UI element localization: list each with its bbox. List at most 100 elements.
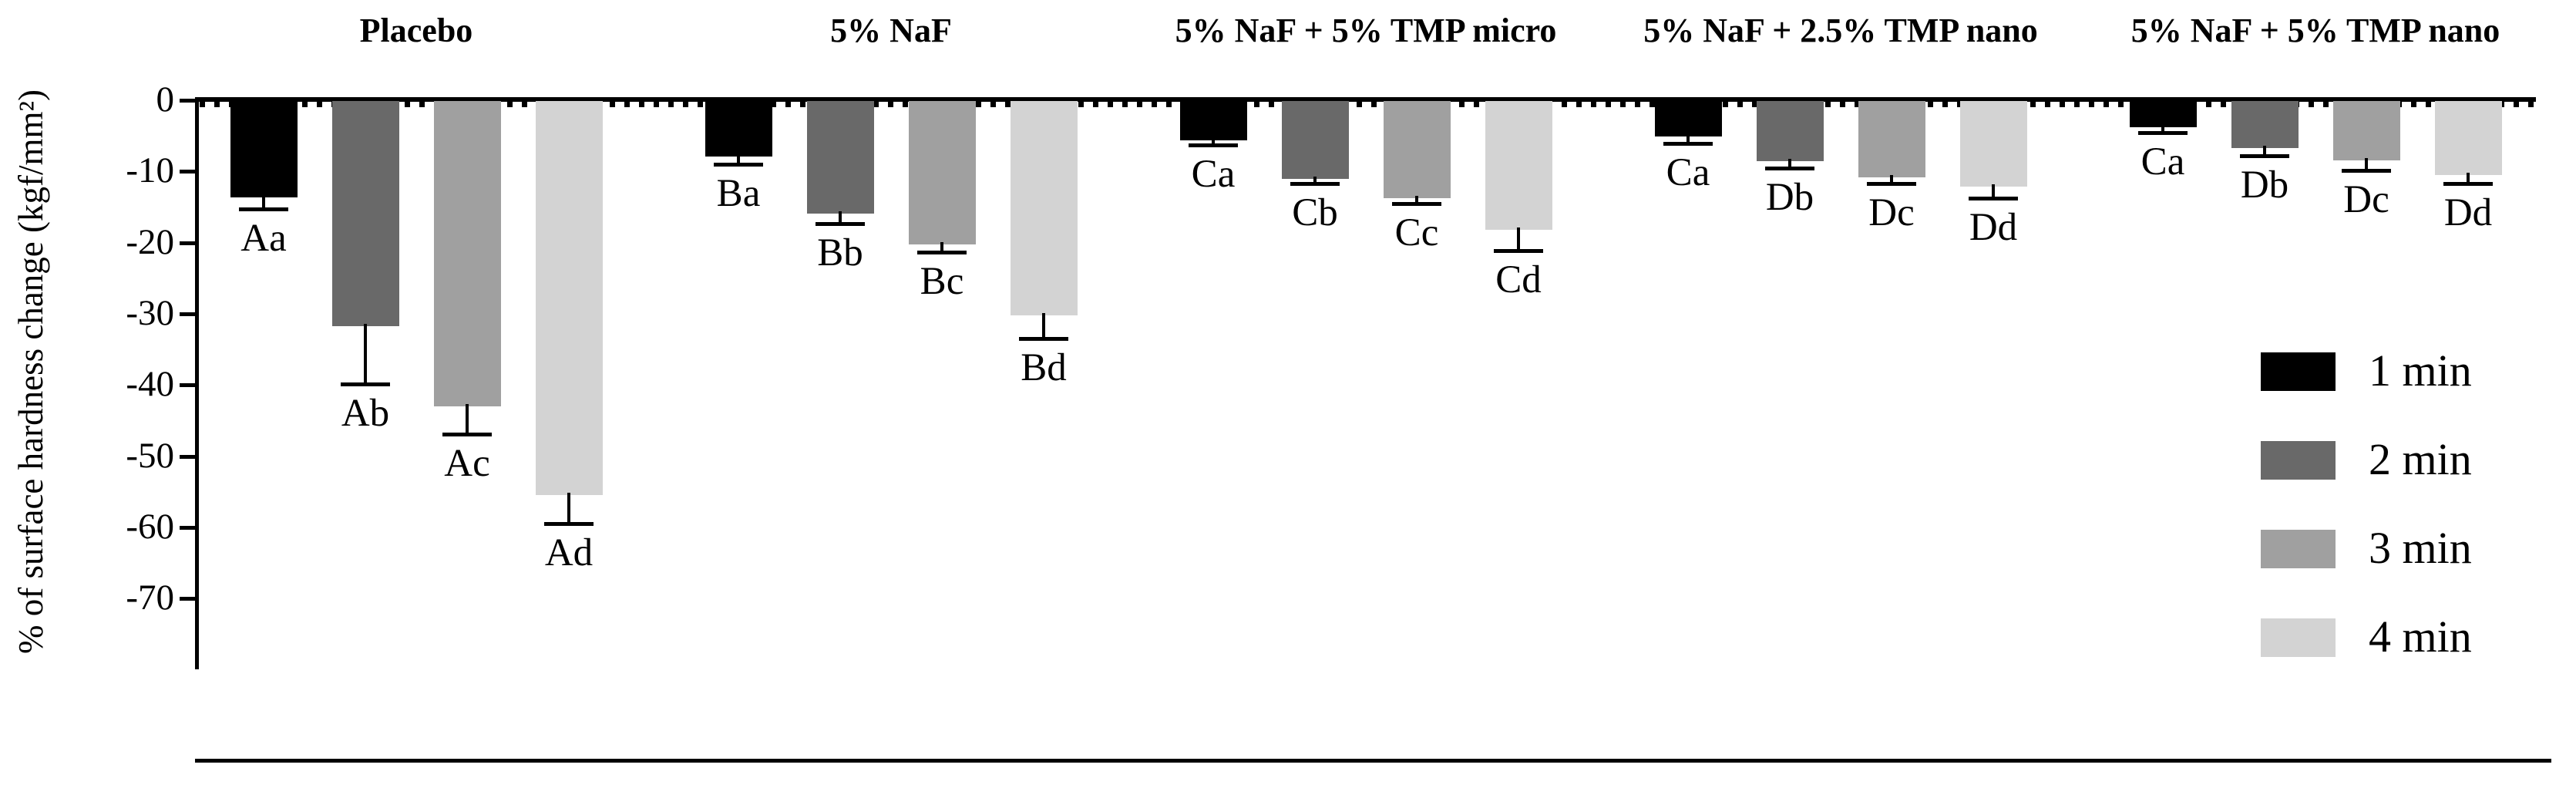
- y-axis-tick: [180, 170, 197, 174]
- error-bar-cap: [714, 163, 763, 167]
- y-axis-tick-label: -10: [126, 150, 174, 191]
- error-bar-cap: [1019, 337, 1068, 342]
- error-bar-whisker: [262, 195, 265, 209]
- bar-Bb: [806, 101, 874, 214]
- significance-label: Cd: [1495, 258, 1542, 301]
- significance-label: Ca: [2141, 140, 2185, 184]
- bar-Dc: [1858, 101, 1925, 177]
- bar-Ab: [331, 101, 399, 326]
- y-axis-tick-label: -30: [126, 292, 174, 333]
- y-axis-tick: [180, 99, 197, 103]
- bar-Dd: [2434, 101, 2502, 175]
- bar-Aa: [230, 101, 298, 198]
- legend-label: 3 min: [2369, 523, 2472, 573]
- bar-Bd: [1010, 101, 1078, 315]
- error-bar-whisker: [2263, 145, 2266, 156]
- significance-label: Ca: [1666, 151, 1710, 195]
- bar-Cb: [1281, 101, 1349, 179]
- bar-Db: [1756, 101, 1824, 162]
- bar-Ca: [1654, 101, 1722, 137]
- legend-swatch: [2261, 352, 2336, 391]
- error-bar-whisker: [364, 323, 367, 383]
- error-bar-cap: [2443, 182, 2493, 187]
- error-bar-cap: [1969, 196, 2018, 200]
- y-axis-line: [195, 99, 199, 669]
- y-axis-tick: [180, 454, 197, 459]
- y-axis-tick-label: -70: [126, 578, 174, 618]
- bar-Ca: [1179, 101, 1247, 140]
- error-bar-cap: [2240, 154, 2289, 159]
- zero-baseline-dotted-ticks: [195, 102, 2536, 107]
- error-bar-cap: [341, 382, 390, 386]
- significance-label: Cc: [1394, 211, 1439, 254]
- significance-label: Bc: [920, 259, 964, 303]
- error-bar-whisker: [2161, 125, 2164, 132]
- significance-label: Ab: [341, 391, 390, 435]
- error-bar-whisker: [567, 493, 570, 524]
- error-bar-cap: [1663, 142, 1713, 147]
- legend-swatch: [2261, 618, 2336, 657]
- significance-label: Ac: [444, 442, 490, 486]
- zero-baseline: [195, 97, 2536, 102]
- significance-label: Cb: [1292, 191, 1338, 235]
- significance-label: Dc: [2343, 177, 2389, 221]
- significance-label: Db: [2240, 163, 2289, 207]
- significance-label: Ad: [544, 531, 594, 575]
- bar-Ca: [2129, 101, 2197, 128]
- significance-label: Aa: [240, 217, 287, 261]
- significance-label: Db: [1765, 175, 1814, 219]
- y-axis-tick: [180, 597, 197, 601]
- error-bar-whisker: [2467, 172, 2470, 184]
- error-bar-whisker: [1517, 227, 1520, 250]
- bar-Ba: [705, 101, 772, 157]
- legend-label: 2 min: [2369, 434, 2472, 484]
- significance-label: Bd: [1021, 346, 1067, 390]
- error-bar-whisker: [1212, 137, 1215, 145]
- bar-Ad: [535, 101, 603, 496]
- error-bar-cap: [1189, 143, 1238, 148]
- error-bar-cap: [1290, 182, 1340, 187]
- bottom-separator-line: [195, 759, 2551, 763]
- error-bar-whisker: [466, 403, 469, 434]
- significance-label: Ca: [1191, 153, 1236, 197]
- significance-label: Ba: [716, 172, 761, 216]
- error-bar-whisker: [1042, 312, 1045, 339]
- y-axis-tick-label: 0: [156, 79, 175, 120]
- error-bar-cap: [1494, 248, 1543, 253]
- significance-label: Dc: [1868, 191, 1915, 235]
- y-axis-tick: [180, 312, 197, 316]
- error-bar-whisker: [940, 242, 943, 251]
- error-bar-cap: [917, 250, 967, 254]
- bar-Bc: [908, 101, 976, 245]
- error-bar-whisker: [1890, 174, 1893, 184]
- group-title: 5% NaF + 5% TMP nano: [2130, 12, 2500, 49]
- error-bar-cap: [2138, 130, 2188, 135]
- y-axis-tick: [180, 525, 197, 530]
- error-bar-cap: [1765, 166, 1814, 170]
- error-bar-whisker: [1788, 159, 1791, 167]
- error-bar-cap: [239, 207, 288, 212]
- bar-Dc: [2332, 101, 2400, 161]
- legend-swatch: [2261, 530, 2336, 568]
- error-bar-cap: [2342, 168, 2391, 173]
- y-axis-tick-label: -50: [126, 435, 174, 476]
- group-title: 5% NaF + 2.5% TMP nano: [1643, 12, 2038, 49]
- bar-Ac: [433, 101, 501, 406]
- error-bar-whisker: [839, 211, 842, 223]
- group-title: 5% NaF + 5% TMP micro: [1175, 12, 1557, 49]
- legend-label: 1 min: [2369, 345, 2472, 396]
- bar-Db: [2231, 101, 2299, 148]
- bar-Cc: [1383, 101, 1451, 199]
- error-bar-cap: [1392, 201, 1441, 206]
- significance-label: Dd: [1969, 205, 2018, 249]
- error-bar-whisker: [737, 153, 740, 164]
- bar-Dd: [1959, 101, 2027, 187]
- error-bar-cap: [442, 433, 492, 437]
- error-bar-whisker: [1687, 134, 1690, 143]
- legend-swatch: [2261, 441, 2336, 480]
- error-bar-cap: [1867, 182, 1916, 187]
- legend-label: 4 min: [2369, 611, 2472, 662]
- error-bar-cap: [816, 221, 865, 226]
- error-bar-whisker: [2365, 158, 2368, 170]
